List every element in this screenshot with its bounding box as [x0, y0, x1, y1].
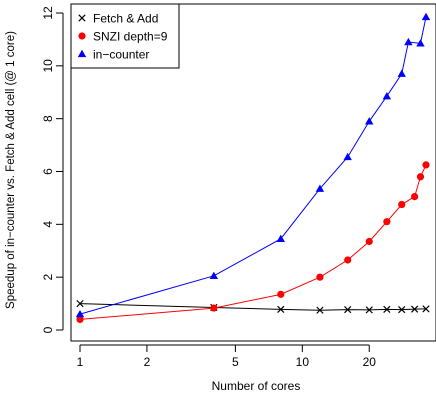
data-point [422, 305, 430, 313]
data-point [316, 306, 324, 314]
data-point [416, 39, 425, 47]
data-point [397, 69, 406, 77]
y-axis-label: Speedup of in−counter vs. Fetch & Add ce… [5, 31, 17, 309]
legend-marker [78, 32, 86, 40]
legend-label: in−counter [93, 48, 149, 62]
legend-box [70, 3, 180, 69]
data-point [404, 37, 413, 46]
legend: Fetch & Add SNZI depth=9 in−counter [70, 3, 180, 69]
data-point [277, 290, 285, 298]
data-point [315, 184, 325, 192]
data-point [75, 309, 85, 318]
data-point [76, 315, 84, 324]
x-tick-label: 1 [77, 355, 84, 369]
x-tick-label: 2 [144, 355, 151, 369]
legend-label: Fetch & Add [93, 12, 158, 26]
data-point [76, 299, 84, 308]
y-tick-label: 0 [41, 326, 55, 333]
data-point [365, 306, 373, 314]
data-point [209, 271, 219, 279]
x-tick-label: 5 [232, 355, 239, 369]
data-point [398, 200, 406, 209]
data-point [277, 305, 285, 314]
series-0 [76, 299, 430, 314]
y-tick-label: 10 [41, 59, 55, 73]
plot-area-frame [70, 3, 436, 342]
data-point [382, 92, 392, 100]
data-point [344, 306, 352, 314]
legend-label: SNZI depth=9 [93, 30, 168, 44]
data-point [398, 306, 406, 314]
data-point [383, 305, 391, 314]
data-point [365, 117, 374, 125]
data-point [343, 152, 352, 161]
y-tick-label: 12 [41, 6, 55, 20]
data-point [344, 256, 352, 264]
data-point [383, 218, 391, 226]
x-tick-label: 10 [296, 355, 310, 369]
legend-marker [78, 14, 86, 22]
data-point [416, 173, 425, 181]
series-line [79, 303, 427, 311]
data-point [411, 192, 419, 201]
data-point [411, 305, 419, 313]
y-tick-label: 2 [41, 274, 55, 281]
y-tick-label: 8 [41, 115, 55, 122]
series-1 [76, 161, 430, 324]
series-2 [75, 12, 431, 318]
data-point [276, 234, 285, 243]
data-point [210, 304, 218, 312]
x-tick-label: 20 [363, 355, 377, 369]
legend-marker [77, 49, 87, 58]
data-point [365, 237, 373, 246]
y-tick-label: 4 [41, 221, 55, 228]
data-point [421, 12, 431, 21]
data-point [316, 273, 324, 281]
series-line [79, 164, 427, 320]
y-tick-label: 6 [41, 168, 55, 175]
x-axis-label: Number of cores [212, 379, 301, 393]
data-point [422, 161, 430, 169]
